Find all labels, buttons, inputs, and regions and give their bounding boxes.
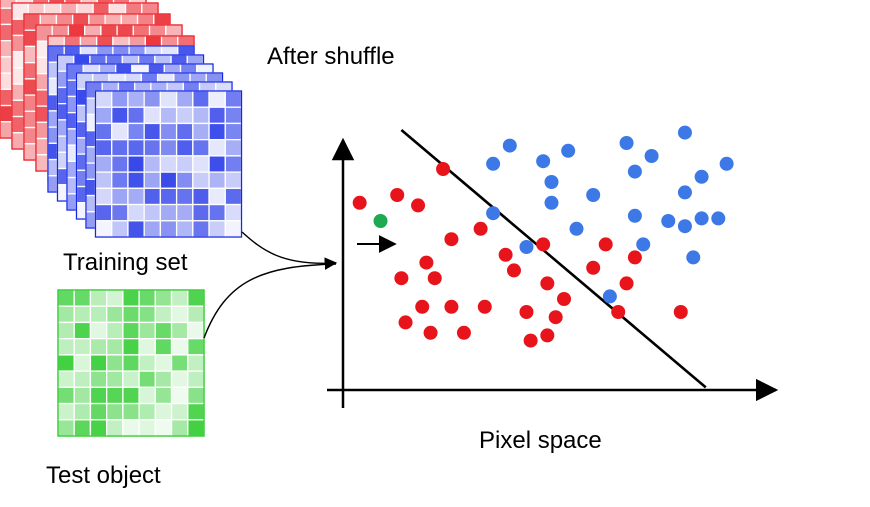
blue-stack-layer	[94, 90, 243, 238]
red-data-point	[540, 276, 555, 291]
red-data-point	[557, 292, 572, 306]
red-data-point	[456, 325, 471, 340]
red-data-point	[352, 195, 367, 210]
after-shuffle-label: After shuffle	[267, 43, 395, 70]
red-data-point	[477, 299, 492, 314]
test-object-connector	[203, 263, 337, 339]
pixel-space-label: Pixel space	[479, 427, 602, 454]
blue-data-point	[627, 164, 642, 179]
blue-data-point	[694, 211, 709, 226]
red-data-point	[627, 250, 642, 265]
blue-data-point	[519, 240, 534, 254]
test-object-image	[57, 289, 205, 437]
red-data-point	[619, 276, 634, 291]
blue-data-point	[694, 169, 709, 184]
red-data-point	[415, 299, 430, 314]
red-data-point	[506, 263, 521, 278]
test-data-point	[373, 214, 388, 228]
decision-boundary-line	[400, 129, 707, 389]
red-data-point	[390, 188, 405, 202]
red-data-point	[536, 237, 551, 252]
blue-data-point	[602, 289, 617, 304]
blue-data-point	[569, 221, 584, 236]
blue-data-point	[711, 211, 726, 226]
blue-data-point	[561, 143, 576, 158]
red-data-point	[398, 315, 413, 330]
green-tile-grid	[57, 289, 205, 437]
blue-data-point	[627, 208, 642, 223]
blue-data-point	[586, 188, 601, 202]
blue-data-point	[536, 154, 551, 169]
red-data-point	[548, 310, 563, 325]
blue-data-point	[661, 214, 676, 228]
blue-data-point	[677, 185, 692, 200]
red-data-point	[423, 325, 438, 340]
blue-data-point	[486, 156, 501, 171]
blue-data-point	[719, 156, 734, 171]
blue-data-point	[636, 237, 651, 252]
blue-data-point	[686, 250, 701, 265]
blue-data-point	[677, 219, 692, 234]
training-set-label: Training set	[63, 249, 188, 276]
blue-data-point	[544, 175, 559, 189]
red-data-point	[444, 299, 459, 314]
red-data-point	[498, 247, 513, 262]
red-data-point	[444, 232, 459, 247]
red-data-point	[473, 221, 488, 236]
red-data-point	[436, 162, 451, 176]
red-data-point	[394, 271, 409, 286]
test-object-label: Test object	[46, 462, 161, 489]
red-data-point	[598, 237, 613, 252]
red-data-point	[411, 198, 426, 213]
blue-data-point	[544, 195, 559, 210]
red-data-point	[427, 271, 442, 286]
blue-data-point	[619, 136, 634, 150]
blue-data-point	[677, 125, 692, 140]
red-data-point	[519, 305, 534, 319]
red-data-point	[540, 328, 555, 343]
red-data-point	[586, 260, 601, 275]
blue-training-stack	[47, 45, 243, 238]
scatter-points	[352, 125, 734, 348]
red-data-point	[419, 255, 434, 270]
blue-data-point	[502, 138, 517, 153]
training-set-connector	[241, 231, 338, 270]
red-data-point	[611, 305, 626, 319]
red-data-point	[673, 305, 688, 319]
blue-data-point	[486, 206, 501, 221]
blue-data-point	[644, 149, 659, 163]
red-data-point	[523, 333, 538, 348]
